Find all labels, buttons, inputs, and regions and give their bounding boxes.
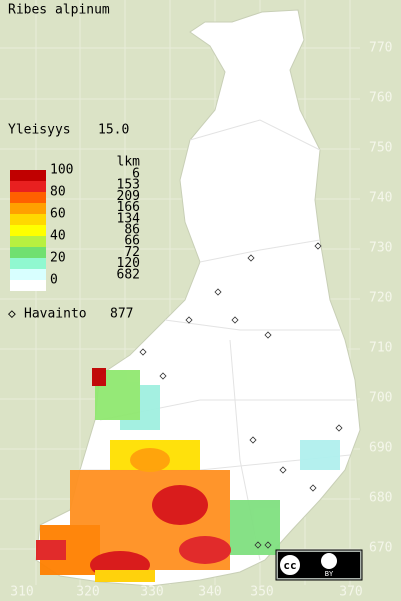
y-grid-label: 760 [369,91,392,106]
y-grid-label: 770 [369,41,392,56]
x-grid-label: 330 [140,585,163,600]
observation-dots [139,242,343,549]
count-label: 682 [117,267,140,282]
y-grid-label: 680 [369,491,392,506]
y-grid-label: 690 [369,441,392,456]
x-grid-label: 350 [250,585,273,600]
scale-label: 60 [50,207,66,222]
count-label: 209 [117,189,140,204]
count-label: 72 [124,245,140,260]
observation-label: Havainto [24,307,87,322]
frequency-label: Yleisyys [8,123,71,138]
cc-text: cc [283,559,296,572]
count-label: 6 [132,167,140,182]
y-grid-label: 670 [369,541,392,556]
scale-label: 20 [50,251,66,266]
y-grid-label: 740 [369,191,392,206]
x-grid-label: 340 [198,585,221,600]
scale-label: 40 [50,229,66,244]
x-grid-label: 310 [10,585,33,600]
species-title: Ribes alpinum [8,3,110,18]
scale-label: 80 [50,185,66,200]
y-grid-label: 710 [369,341,392,356]
count-label: 120 [117,256,140,271]
count-label: 66 [124,234,140,249]
y-grid-label: 730 [369,241,392,256]
count-label: 153 [117,178,140,193]
count-header: lkm [117,155,141,170]
license-badge: cc BY [275,549,363,581]
legend-scale [10,170,46,291]
x-grid-label: 370 [339,585,362,600]
x-grid-label: 320 [76,585,99,600]
frequency-value: 15.0 [98,123,129,138]
y-grid-label: 700 [369,391,392,406]
count-label: 86 [124,223,140,238]
by-text: BY [325,570,334,578]
scale-label: 0 [50,273,58,288]
count-label: 166 [117,200,140,215]
observation-count: 877 [110,307,133,322]
count-label: 134 [117,211,141,226]
y-grid-label: 750 [369,141,392,156]
scale-label: 100 [50,163,73,178]
observation-symbol: ◇ [8,307,16,322]
occurrence-cells [36,368,340,582]
y-grid-label: 720 [369,291,392,306]
